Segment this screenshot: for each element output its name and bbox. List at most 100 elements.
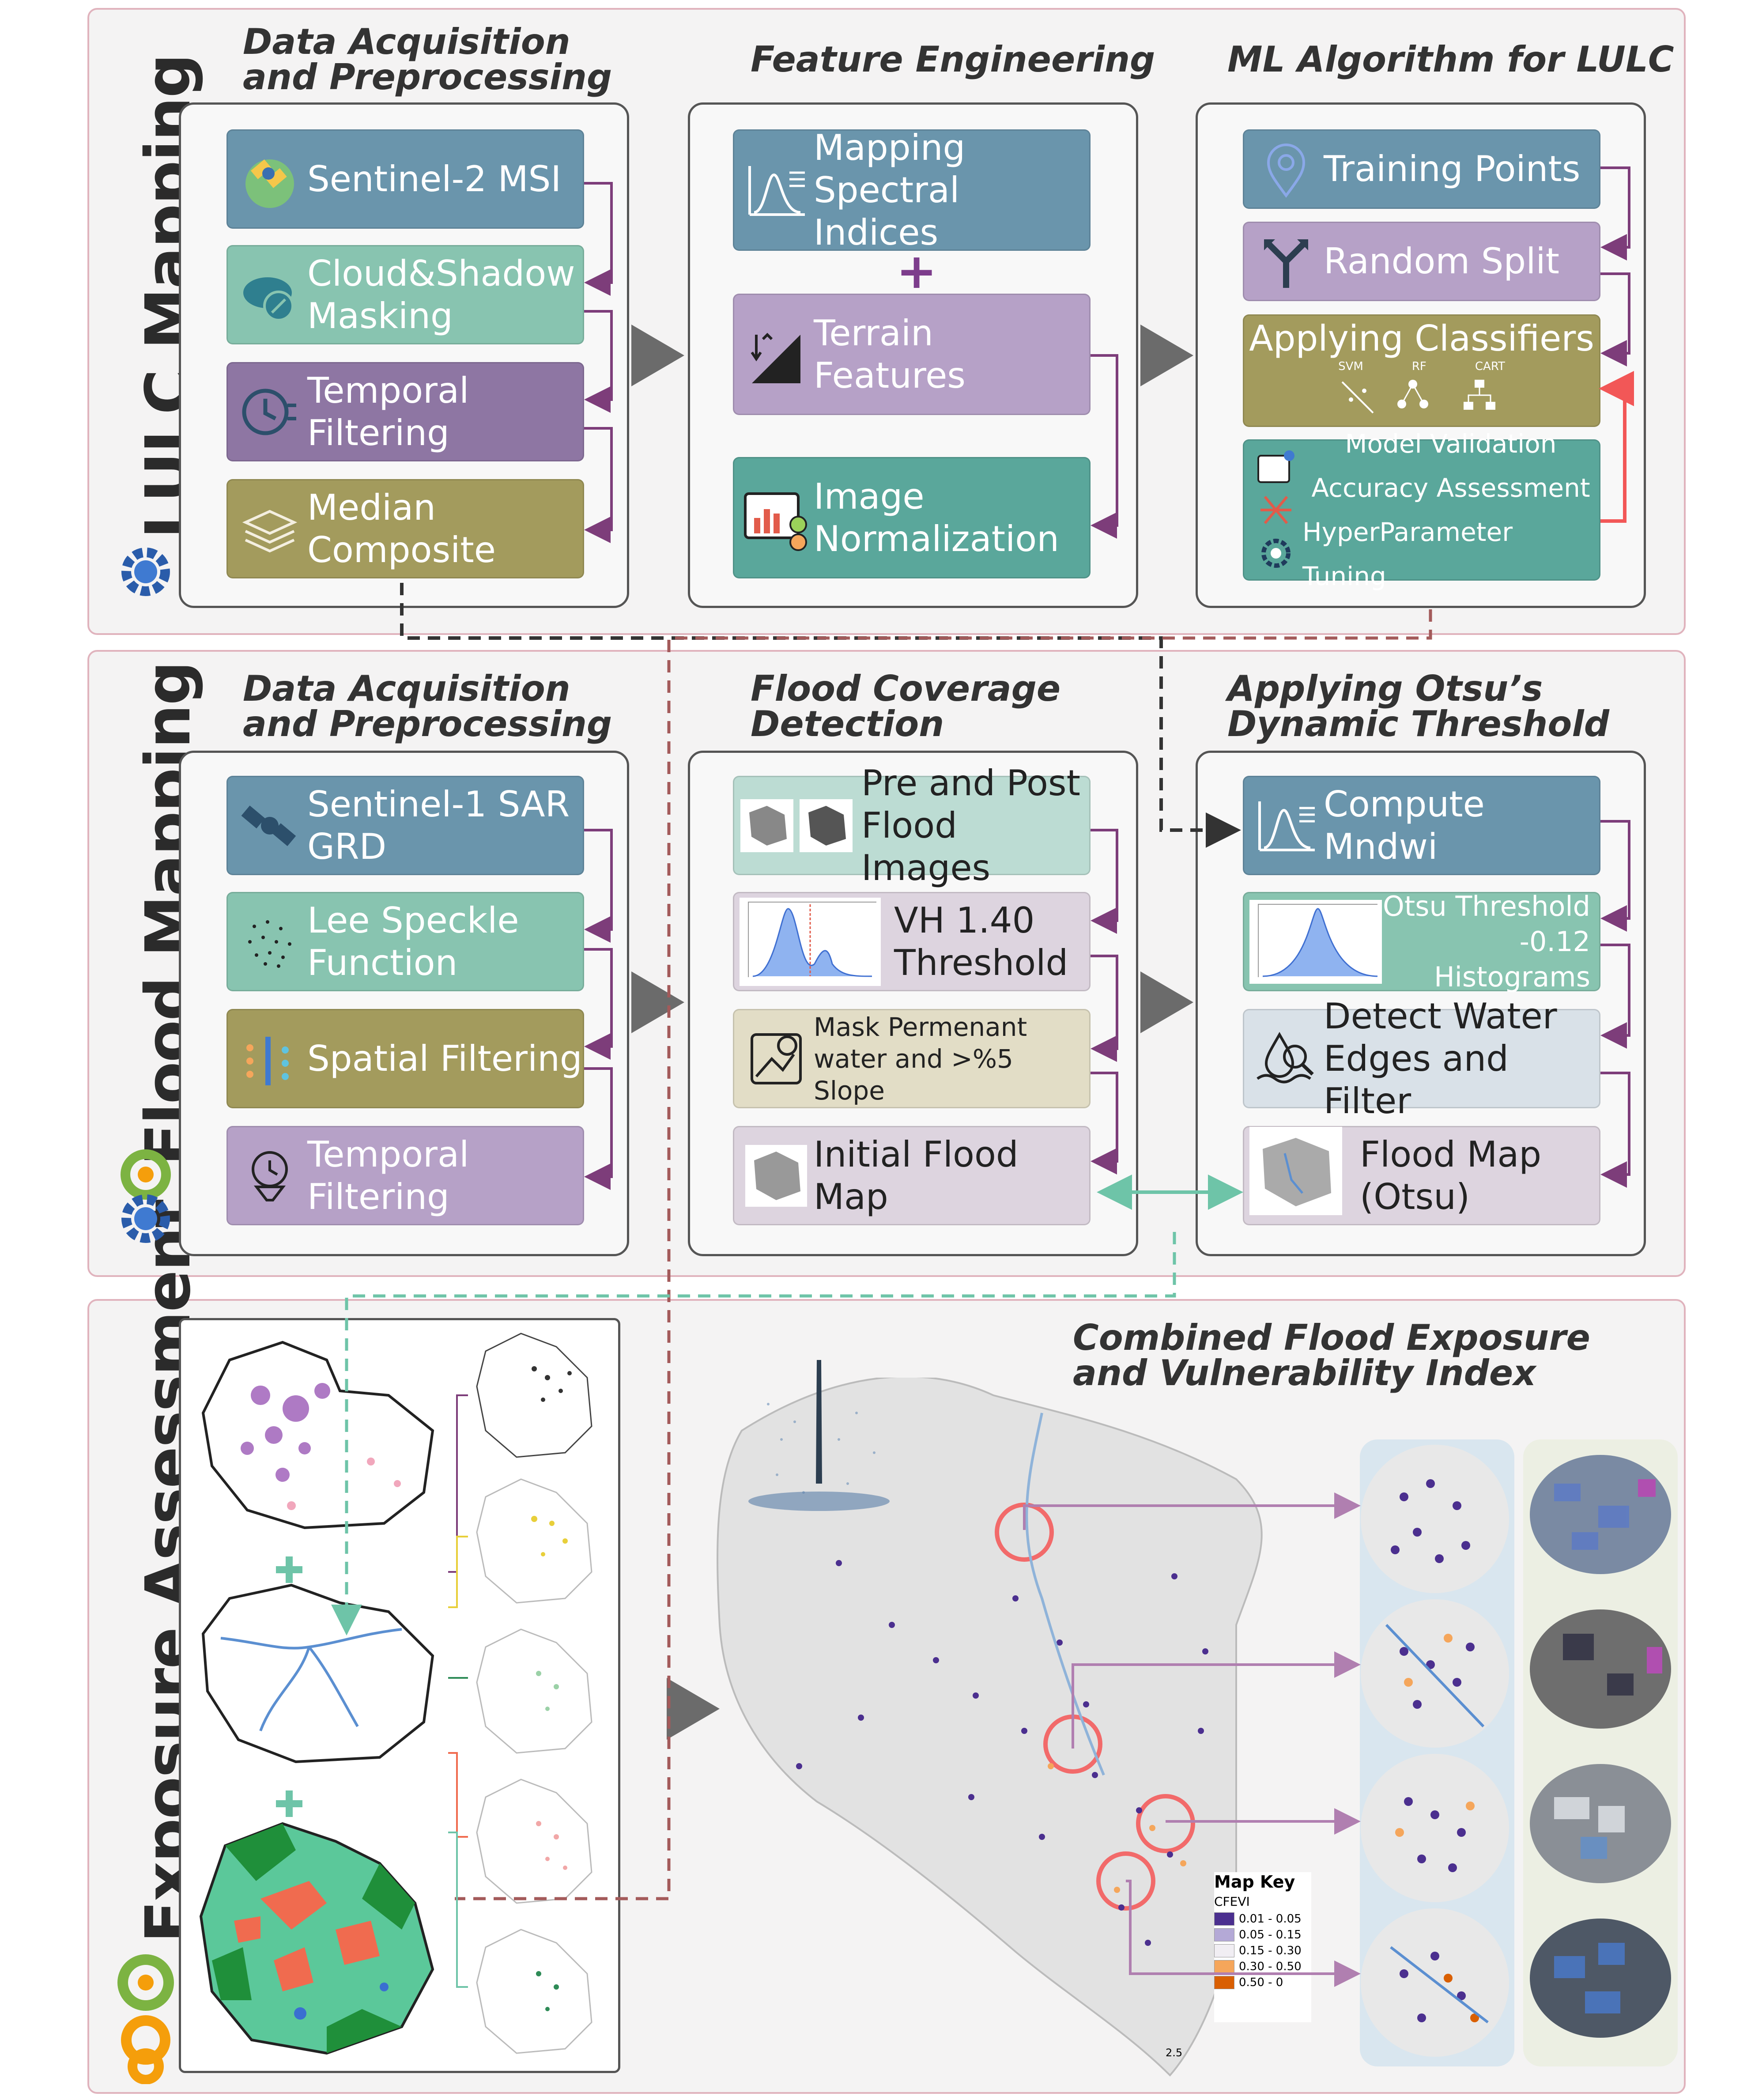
model-validation-label: Model Validation (1345, 429, 1557, 459)
gee-logo-icon (121, 548, 170, 596)
cloud-icon (232, 257, 307, 332)
flood-temporal-filtering-box[interactable]: Temporal Filtering (226, 1126, 584, 1225)
pre-post-thumbnails (740, 799, 853, 852)
affected-bare-land-map (476, 1478, 592, 1604)
map-key-item: 0.05 - 0.15 (1214, 1928, 1311, 1941)
map-key-item: 0.01 - 0.05 (1214, 1912, 1311, 1926)
spectral-indices-box[interactable]: Mapping Spectral Indices (733, 127, 1091, 253)
temporal-filtering-label: Temporal Filtering (307, 370, 469, 453)
flood-col1-title: Data Acquisition and Preprocessing (243, 668, 612, 744)
terrain-features-label: Terrain Features (814, 312, 966, 396)
vh-threshold-box[interactable]: VH 1.40 Threshold (733, 892, 1091, 991)
map-key-swatch (1214, 1960, 1234, 1973)
stopwatch-funnel-icon (232, 1138, 307, 1213)
satellite-view-2 (1530, 1609, 1671, 1729)
dashboard-chart-icon (739, 480, 814, 555)
mask-permanent-box[interactable]: Mask Permenant water and >%5 Slope (733, 1009, 1091, 1108)
initial-flood-map-box[interactable]: Initial Flood Map (733, 1126, 1091, 1225)
random-split-box[interactable]: Random Split (1243, 222, 1600, 301)
initial-flood-map-label: Initial Flood Map (814, 1133, 1019, 1217)
cloud-shadow-masking-box[interactable]: Cloud&Shadow Masking (226, 245, 584, 344)
otsu-threshold-box[interactable]: Otsu Threshold -0.12 Histograms (1243, 890, 1600, 993)
validation-icon (1257, 450, 1294, 483)
map-key-subtitle: CFEVI (1214, 1894, 1250, 1909)
cart-label: CART (1475, 360, 1505, 373)
median-composite-box[interactable]: Median Composite (226, 479, 584, 578)
map-key: Map Key CFEVI 0.01 - 0.05 0.05 - 0.15 0.15… (1214, 1872, 1311, 2022)
map-key-swatch (1214, 1944, 1234, 1957)
flood-temporal-filtering-label: Temporal Filtering (307, 1133, 469, 1217)
lee-speckle-box[interactable]: Lee Speckle Function (226, 892, 584, 991)
cfevi-map (717, 1378, 1263, 2077)
split-arrow-icon (1249, 224, 1324, 299)
map-key-label: 0.30 - 0.50 (1239, 1960, 1302, 1973)
svm-label: SVM (1338, 360, 1363, 373)
lulc-col3-title: ML Algorithm for LULC (1227, 39, 1674, 80)
flood-map-otsu-label: Flood Map (Otsu) (1360, 1133, 1542, 1217)
lulc-col2-title: Feature Engineering (751, 39, 1155, 80)
affected-built-up-map (476, 1779, 592, 1904)
gee-logo-icon-2 (121, 1194, 170, 1243)
plus-icon-2 (276, 1790, 302, 1817)
map-key-item: 0.15 - 0.30 (1214, 1944, 1311, 1957)
speckle-dots-icon (232, 904, 307, 979)
image-normalization-label: Image Normalization (814, 476, 1059, 559)
terrain-features-box[interactable]: Terrain Features (733, 294, 1091, 415)
mask-image-icon (739, 1021, 814, 1096)
temporal-filtering-box[interactable]: Temporal Filtering (226, 362, 584, 461)
map-key-item: 0.50 - 0 (1214, 1976, 1311, 1989)
affected-crop-land-map (476, 1929, 592, 2054)
flow-arrow-exposure (667, 1678, 720, 1740)
exposure-logo-icon (117, 1954, 174, 2084)
plus-sign: + (896, 243, 937, 299)
compute-mndwi-box[interactable]: Compute Mndwi (1243, 776, 1600, 875)
training-points-box[interactable]: Training Points (1243, 129, 1600, 209)
cloud-shadow-masking-label: Cloud&Shadow Masking (307, 253, 575, 336)
lulc-col1-title: Data Acquisition and Preprocessing (243, 21, 612, 98)
tuning-gear-icon (1261, 539, 1291, 568)
applying-classifiers-box[interactable]: Applying Classifiers SVM RF CART (1243, 314, 1600, 427)
river-map (201, 1583, 434, 1764)
histogram-icon (739, 153, 814, 228)
flow-arrow-lulc-2 (1140, 325, 1193, 386)
detect-water-edges-box[interactable]: Detect Water Edges and Filter (1243, 996, 1600, 1122)
applying-classifiers-label: Applying Classifiers (1249, 318, 1594, 359)
sentinel1-sar-label: Sentinel-1 SAR GRD (307, 783, 570, 867)
satellite-view-1 (1530, 1455, 1671, 1574)
sentinel2-msi-box[interactable]: Sentinel-2 MSI (226, 129, 584, 229)
sentinel1-sar-box[interactable]: Sentinel-1 SAR GRD (226, 776, 584, 875)
satellite-view-3 (1530, 1764, 1671, 1883)
otsu-histogram-chart (1249, 899, 1382, 984)
map-key-swatch (1214, 1928, 1234, 1941)
model-validation-box[interactable]: Model Validation Accuracy Assessment Hyp… (1243, 429, 1600, 591)
flood-map-thumbnail (739, 1138, 814, 1213)
zoom-circle-2 (1361, 1599, 1509, 1748)
flood-map-otsu-box[interactable]: Flood Map (Otsu) (1243, 1126, 1600, 1225)
cfevi-title: Combined Flood Exposure and Vulnerabilit… (1073, 1317, 1590, 1394)
flood-col3-title: Applying Otsu’s Dynamic Threshold (1227, 668, 1609, 744)
random-split-label: Random Split (1324, 241, 1560, 282)
flow-arrow-flood-1 (631, 971, 684, 1033)
hyperparameter-tuning-label: HyperParameter Tuning (1302, 517, 1513, 591)
spatial-filtering-box[interactable]: Spatial Filtering (226, 1009, 584, 1108)
pre-post-images-label: Pre and Post Flood Images (861, 762, 1080, 888)
zoom-circle-4 (1361, 1908, 1509, 2057)
spatial-filtering-label: Spatial Filtering (307, 1038, 582, 1079)
satellite-icon (232, 142, 307, 217)
cfevi-scatter-inset (748, 1360, 890, 1511)
histogram-icon-2 (1249, 788, 1324, 863)
vh-histogram-chart (740, 897, 881, 986)
pre-post-images-box[interactable]: Pre and Post Flood Images (733, 763, 1091, 888)
map-key-item: 0.30 - 0.50 (1214, 1960, 1311, 1973)
flow-arrow-lulc-1 (631, 325, 684, 386)
compute-mndwi-label: Compute Mndwi (1324, 783, 1485, 867)
flood-col2-title: Flood Coverage Detection (751, 668, 1061, 744)
map-key-swatch (1214, 1912, 1234, 1926)
layers-icon (232, 491, 307, 567)
terrain-icon (739, 317, 814, 392)
image-normalization-box[interactable]: Image Normalization (733, 457, 1091, 578)
median-composite-label: Median Composite (307, 487, 496, 570)
satellite-view-4 (1530, 1919, 1671, 2038)
vh-threshold-label: VH 1.40 Threshold (894, 899, 1068, 983)
detect-water-edges-label: Detect Water Edges and Filter (1324, 995, 1557, 1122)
